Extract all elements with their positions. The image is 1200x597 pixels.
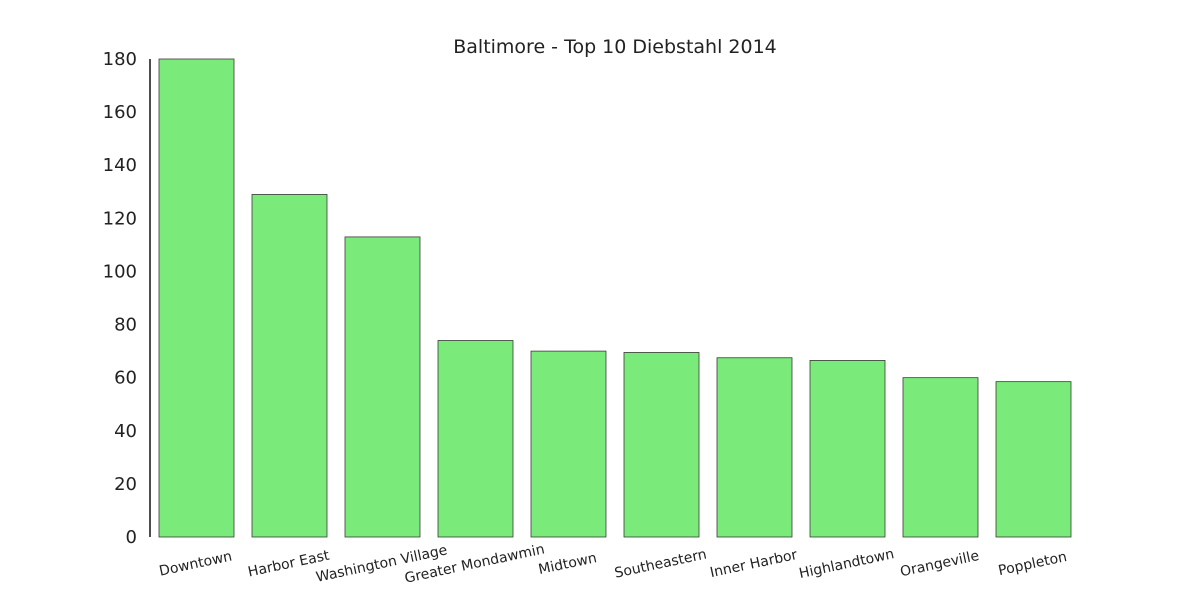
bar: [902, 377, 979, 538]
x-tick-label: Southeastern: [613, 547, 708, 582]
bar: [437, 340, 514, 538]
y-tick-label: 60: [114, 368, 137, 389]
bar: [530, 350, 607, 538]
bar: [716, 357, 793, 538]
bar: [158, 58, 235, 538]
y-tick-label: 140: [103, 155, 137, 176]
y-tick-label: 180: [103, 49, 137, 70]
bar: [344, 236, 421, 538]
y-axis: 0 20 40 60 80 100 120 140 160 180: [103, 49, 151, 548]
x-tick-label: Downtown: [158, 549, 234, 580]
chart-title: Baltimore - Top 10 Diebstahl 2014: [453, 36, 777, 58]
y-tick-label: 80: [114, 315, 137, 336]
y-tick-label: 100: [103, 261, 137, 282]
bar: [251, 194, 328, 538]
y-tick-label: 120: [103, 208, 137, 229]
bar: [623, 352, 700, 538]
x-tick-label: Orangeville: [899, 548, 981, 580]
bars-group: [158, 58, 1072, 538]
bar: [809, 360, 886, 538]
y-tick-label: 20: [114, 474, 137, 495]
x-tick-label: Poppleton: [997, 549, 1069, 579]
y-tick-label: 40: [114, 421, 137, 442]
x-tick-label: Midtown: [537, 550, 598, 578]
y-tick-label: 160: [103, 102, 137, 123]
x-tick-label: Highlandtown: [798, 546, 896, 582]
bar: [995, 381, 1072, 538]
x-tick-label: Inner Harbor: [709, 547, 799, 581]
y-tick-label: 0: [126, 527, 137, 548]
